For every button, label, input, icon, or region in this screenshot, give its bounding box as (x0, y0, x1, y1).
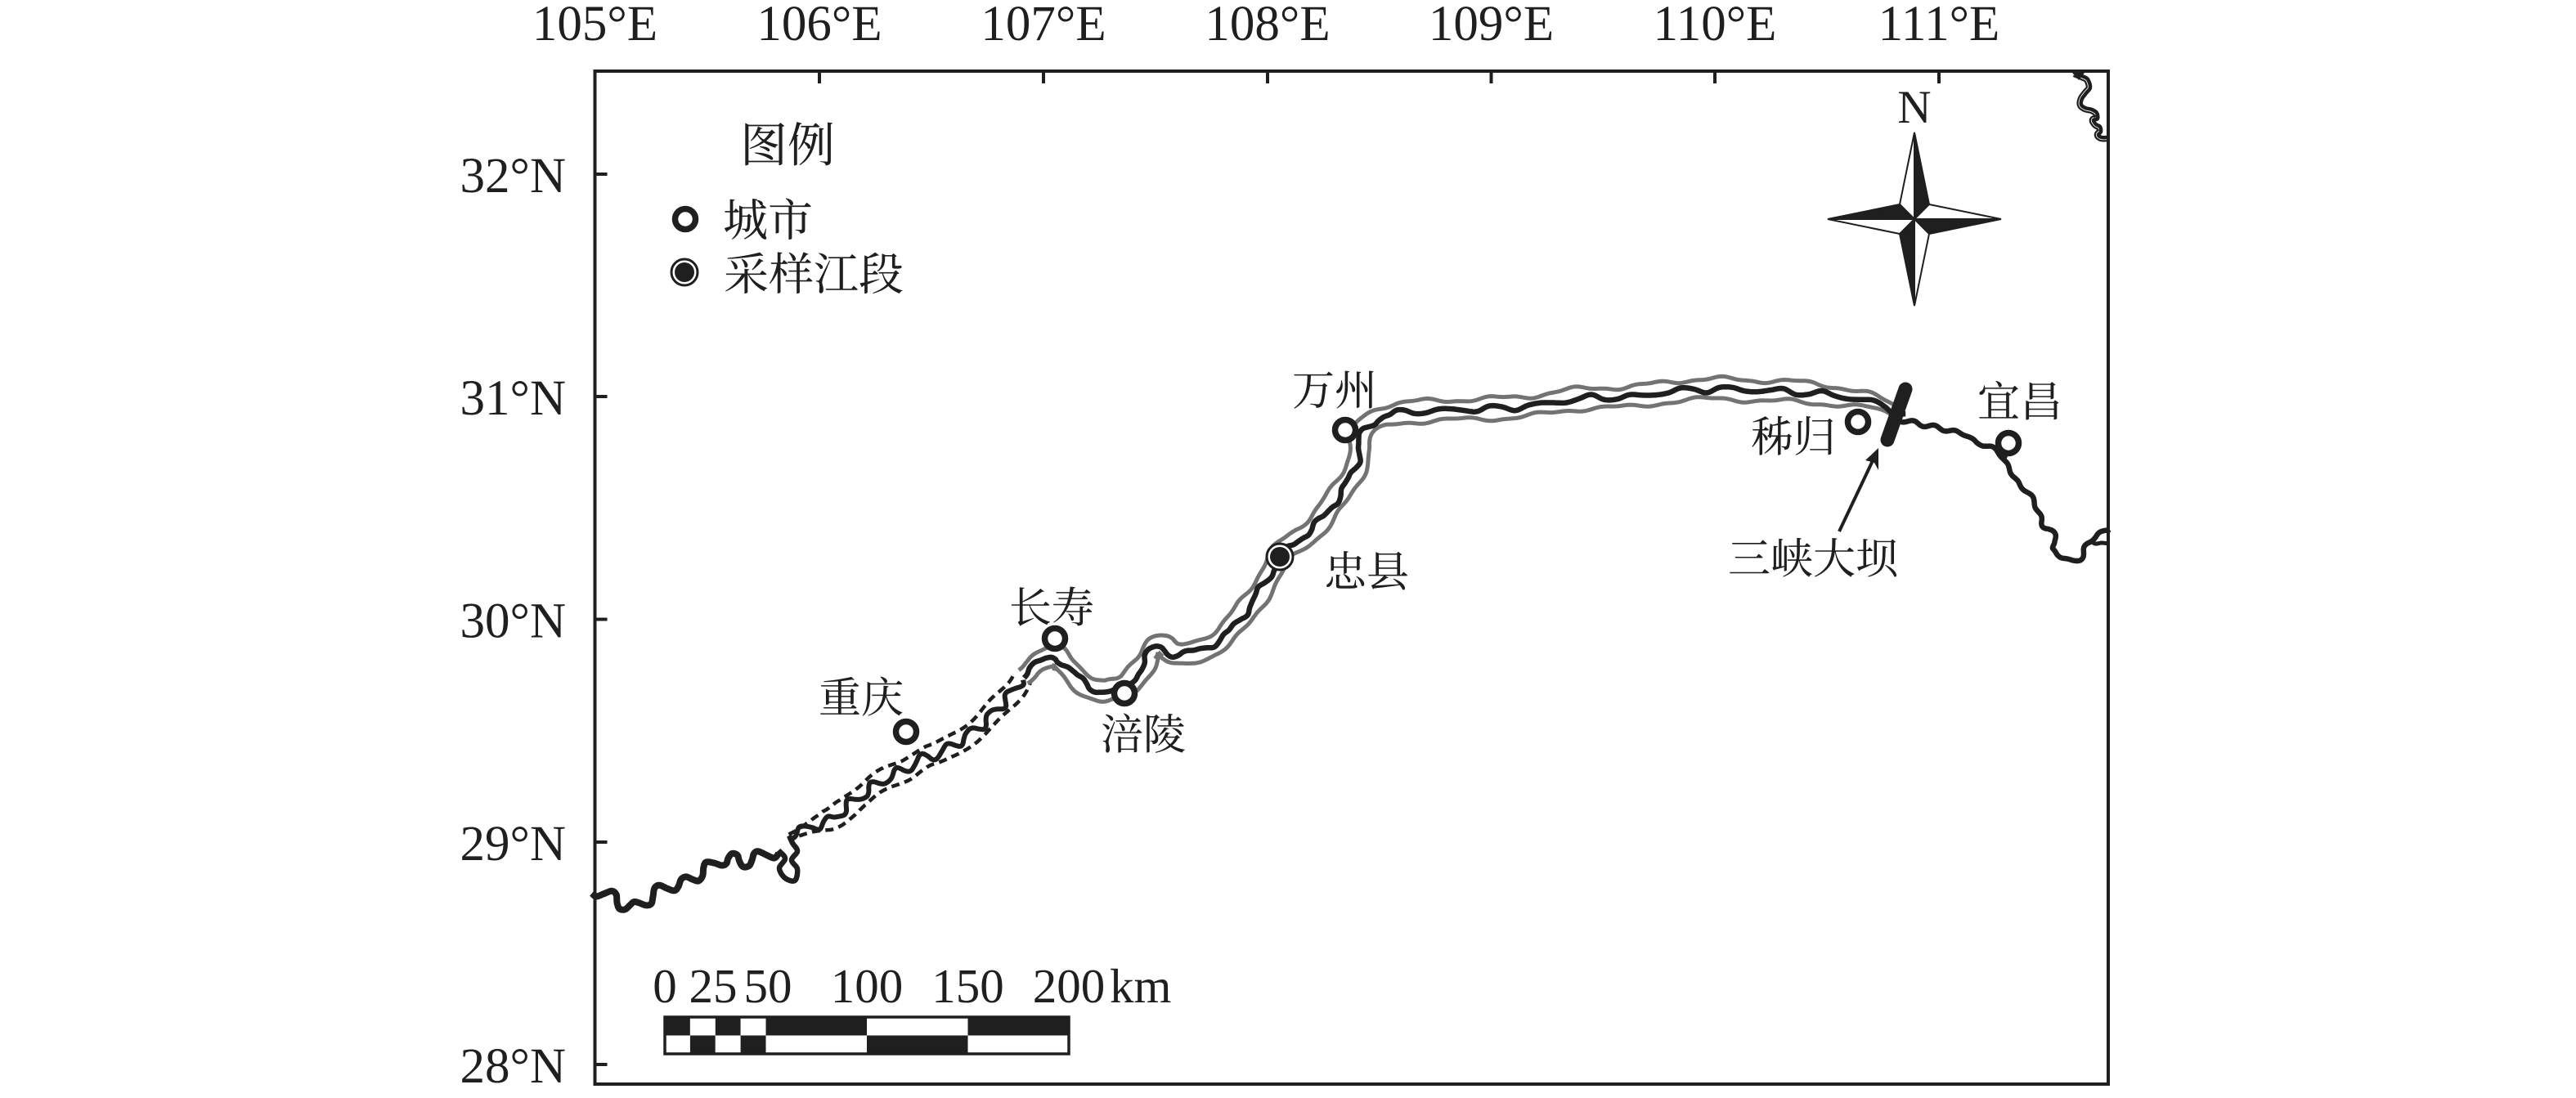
svg-text:32°N: 32°N (460, 149, 566, 204)
svg-text:N: N (1897, 82, 1931, 133)
svg-text:28°N: 28°N (460, 1039, 566, 1094)
svg-text:109°E: 109°E (1429, 0, 1554, 52)
svg-text:km: km (1110, 959, 1171, 1013)
svg-text:110°E: 110°E (1654, 0, 1777, 52)
svg-text:150: 150 (931, 959, 1004, 1013)
svg-text:111°E: 111°E (1878, 0, 2000, 52)
svg-text:105°E: 105°E (532, 0, 657, 52)
svg-text:108°E: 108°E (1205, 0, 1330, 52)
svg-text:29°N: 29°N (460, 817, 566, 872)
svg-text:106°E: 106°E (756, 0, 882, 52)
svg-text:100: 100 (831, 959, 904, 1013)
svg-text:50: 50 (744, 959, 792, 1013)
svg-text:200: 200 (1033, 959, 1106, 1013)
svg-text:107°E: 107°E (981, 0, 1106, 52)
svg-text:31°N: 31°N (460, 371, 566, 426)
svg-text:30°N: 30°N (460, 594, 566, 649)
svg-text:0: 0 (653, 959, 677, 1013)
svg-text:25: 25 (689, 959, 738, 1013)
